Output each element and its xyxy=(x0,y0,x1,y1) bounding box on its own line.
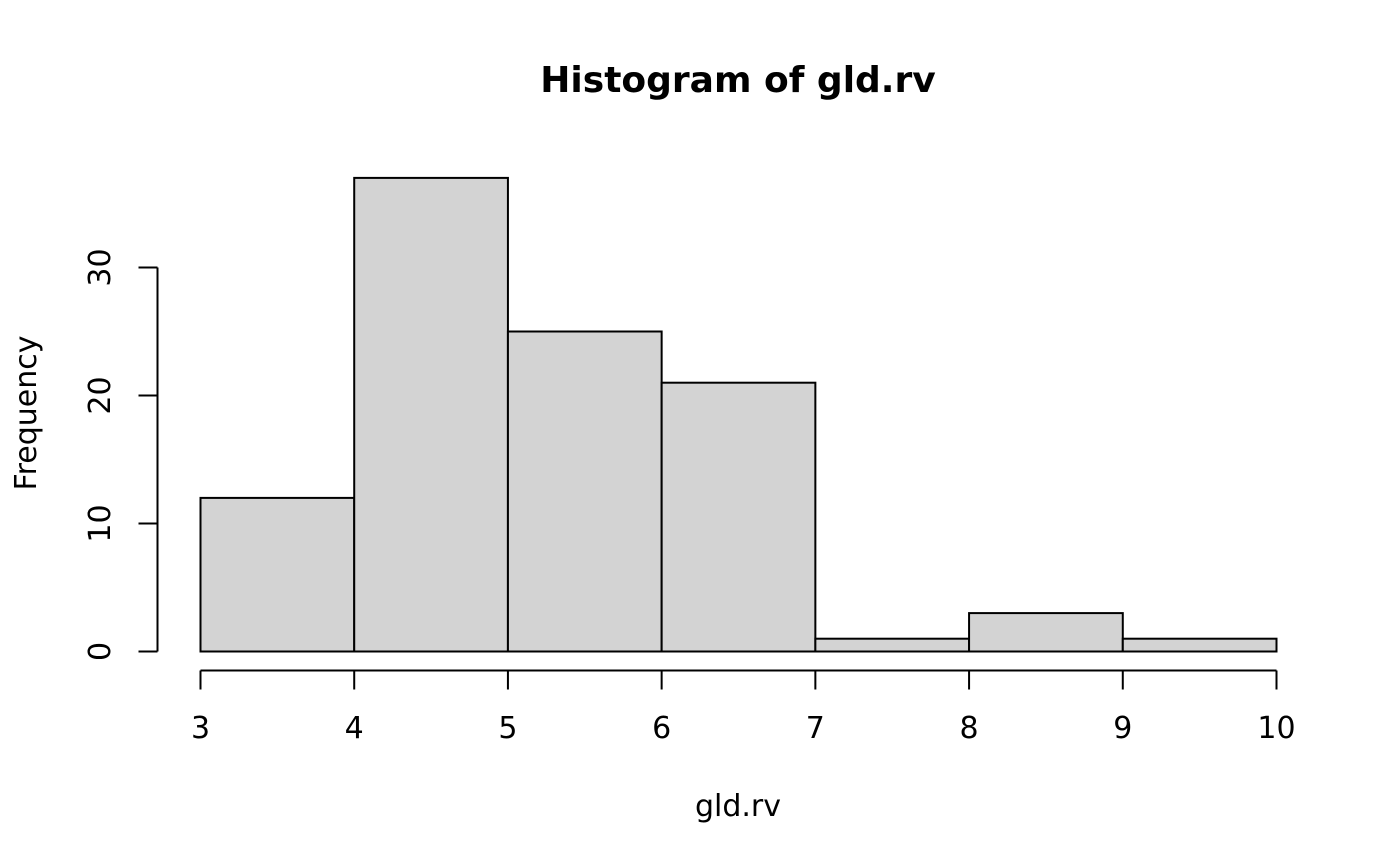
histogram-bar-5 xyxy=(968,612,1124,653)
histogram-bar-1 xyxy=(353,176,509,653)
y-tick-label-2: 20 xyxy=(83,376,118,414)
y-axis-label: Frequency xyxy=(9,336,44,491)
x-ticks-layer: 3 4 5 6 7 8 9 10 xyxy=(191,670,1296,746)
x-tick-label-1: 4 xyxy=(345,711,364,746)
chart-title: Histogram of gld.rv xyxy=(540,60,935,101)
y-ticks-layer: 0 10 20 30 xyxy=(83,248,158,661)
x-tick-label-7: 10 xyxy=(1257,711,1295,746)
bars-layer xyxy=(199,176,1278,653)
x-tick-label-4: 7 xyxy=(806,711,825,746)
x-axis-label: gld.rv xyxy=(695,789,781,824)
x-tick-label-5: 8 xyxy=(960,711,979,746)
histogram-bar-0 xyxy=(199,496,356,653)
histogram-bar-4 xyxy=(814,637,971,653)
histogram-bar-3 xyxy=(660,381,817,653)
x-tick-label-6: 9 xyxy=(1113,711,1132,746)
x-tick-label-3: 6 xyxy=(652,711,671,746)
x-tick-label-2: 5 xyxy=(498,711,517,746)
x-tick-label-0: 3 xyxy=(191,711,210,746)
histogram-bar-6 xyxy=(1121,637,1278,653)
y-tick-label-3: 30 xyxy=(83,248,118,286)
y-tick-label-1: 10 xyxy=(83,504,118,542)
histogram-bar-2 xyxy=(506,330,663,653)
y-tick-label-0: 0 xyxy=(83,642,118,661)
